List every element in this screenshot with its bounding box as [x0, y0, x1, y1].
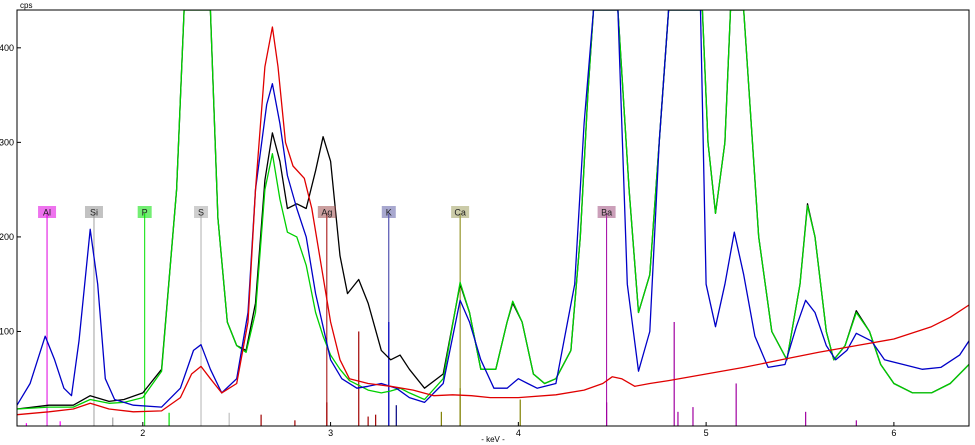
element-label-k: K — [381, 206, 396, 218]
x-tick-label: 3 — [328, 428, 333, 438]
element-label-box — [317, 206, 336, 218]
element-label-box — [194, 206, 209, 218]
x-tick-label: 6 — [891, 428, 896, 438]
element-label-box — [137, 206, 152, 218]
y-tick-label: 300 — [0, 137, 14, 147]
spectrum-series — [17, 10, 969, 416]
element-label-text: Ag — [321, 208, 332, 218]
element-label-box — [38, 206, 57, 218]
element-label-text: S — [198, 208, 204, 218]
element-label-text: Ba — [601, 208, 612, 218]
element-label-text: Ca — [454, 208, 466, 218]
y-tick-label: 100 — [0, 326, 14, 336]
spectral-lines — [25, 322, 857, 426]
element-label-box — [84, 206, 103, 218]
element-label-text: P — [142, 208, 148, 218]
element-label-ba: Ba — [597, 206, 616, 218]
element-label-p: P — [137, 206, 152, 218]
x-tick-label: 2 — [140, 428, 145, 438]
element-label-ca: Ca — [451, 206, 470, 218]
y-tick-label: 200 — [0, 232, 14, 242]
x-tick-label: 5 — [704, 428, 709, 438]
element-labels: Al Si P S Ag K Ca Ba — [38, 206, 616, 218]
x-axis-label: - keV - — [481, 435, 505, 444]
x-tick-label: 4 — [516, 428, 521, 438]
element-label-box — [597, 206, 616, 218]
element-marker-lines — [46, 213, 608, 426]
y-tick-label: 400 — [0, 43, 14, 53]
element-label-ag: Ag — [317, 206, 336, 218]
element-label-si: Si — [84, 206, 103, 218]
spectrum-line — [17, 10, 969, 410]
element-label-al: Al — [38, 206, 57, 218]
spectrum-line — [17, 26, 969, 416]
element-label-box — [451, 206, 470, 218]
element-label-box — [381, 206, 396, 218]
element-label-text: Al — [43, 208, 51, 218]
spectrum-line — [17, 10, 969, 408]
element-label-s: S — [194, 206, 209, 218]
axes: 100 200 300 400 2 3 4 5 6 — [0, 43, 896, 438]
plot-frame — [16, 9, 970, 427]
element-label-text: K — [386, 208, 392, 218]
y-axis-label: cps — [20, 1, 32, 10]
element-label-text: Si — [90, 208, 98, 218]
spectrum-line — [17, 10, 969, 410]
